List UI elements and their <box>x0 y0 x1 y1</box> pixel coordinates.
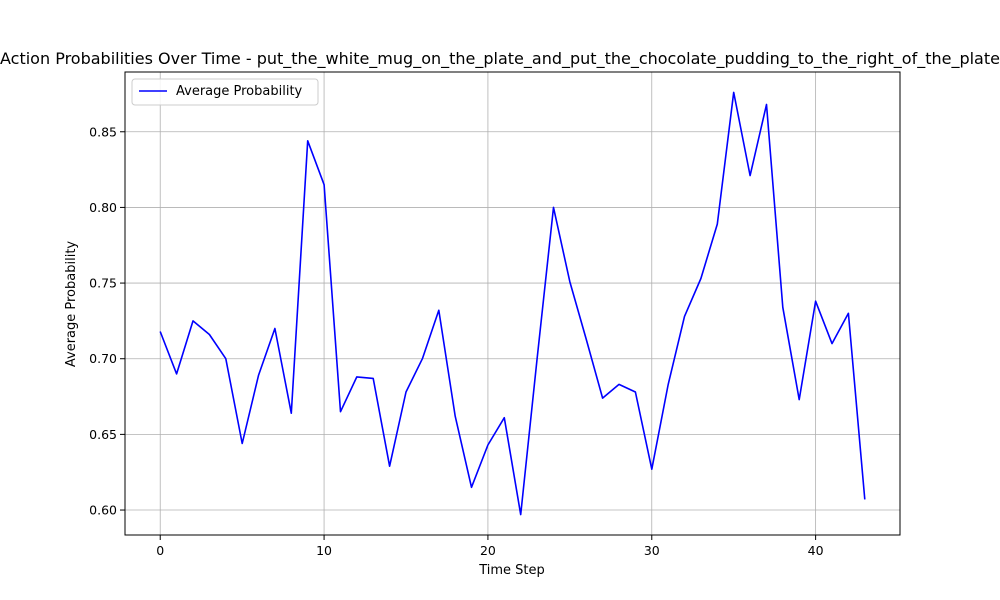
y-axis-label: Average Probability <box>64 241 79 368</box>
y-tick-label: 0.75 <box>89 276 117 291</box>
series-line-average-probability <box>159 91 866 516</box>
x-tick-label: 0 <box>156 543 164 558</box>
y-tick-label: 0.70 <box>89 351 117 366</box>
chart-title: Action Probabilities Over Time - put_the… <box>0 49 1000 69</box>
series-layer <box>159 91 866 516</box>
y-tick-label: 0.65 <box>89 427 117 442</box>
plot-area-frame <box>124 71 901 536</box>
x-tick-label: 10 <box>316 543 332 558</box>
y-tick-label: 0.85 <box>89 124 117 139</box>
y-axis-ticks: 0.60 0.65 0.70 0.75 0.80 0.85 <box>89 124 125 518</box>
x-axis-ticks: 0 10 20 30 40 <box>156 535 824 558</box>
x-tick-label: 30 <box>644 543 660 558</box>
y-tick-label: 0.80 <box>89 200 117 215</box>
x-tick-label: 40 <box>808 543 824 558</box>
x-tick-label: 20 <box>480 543 496 558</box>
legend-box <box>131 78 319 106</box>
legend-label: Average Probability <box>176 84 303 99</box>
legend: Average Probability <box>131 78 319 106</box>
x-axis-label: Time Step <box>478 563 545 578</box>
y-tick-label: 0.60 <box>89 503 117 518</box>
